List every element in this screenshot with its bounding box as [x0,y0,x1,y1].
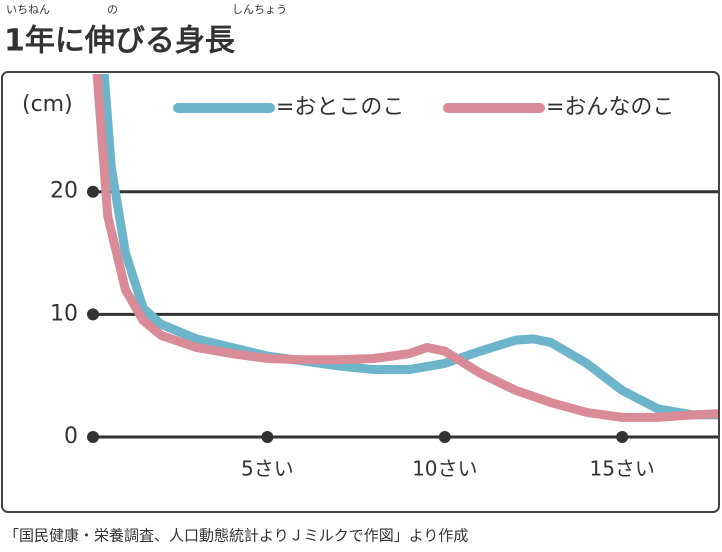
x-tick-label: 5さい [241,457,294,481]
y-tick-dot [87,431,99,443]
source-note: 「国民健康・栄養調査、人口動態統計よりＪミルクで作図」より作成 [4,527,468,545]
y-tick-label: 10 [50,301,78,326]
y-tick-dot [87,185,99,198]
legend-label: =おんなのこ [546,95,674,120]
furigana: の [107,3,118,16]
furigana: しんちょう [232,3,287,16]
x-tick-dot [438,431,451,443]
y-tick-dot [87,308,99,321]
x-tick-label: 15さい [589,457,654,481]
chart-title: 1年に伸びる身長 [4,24,236,59]
data-line [99,74,718,420]
plot-lines [92,74,718,422]
furigana: いちねん [6,3,50,16]
y-tick-label: 20 [50,179,78,204]
y-axis-label: (cm) [22,92,73,117]
x-tick-dot [616,431,629,443]
plot-frame [1,71,720,513]
legend-label: =おとこのこ [276,95,404,120]
x-tick-dot [261,431,274,443]
data-line [92,74,718,422]
x-tick-label: 10さい [412,457,477,481]
y-tick-label: 0 [64,424,78,449]
